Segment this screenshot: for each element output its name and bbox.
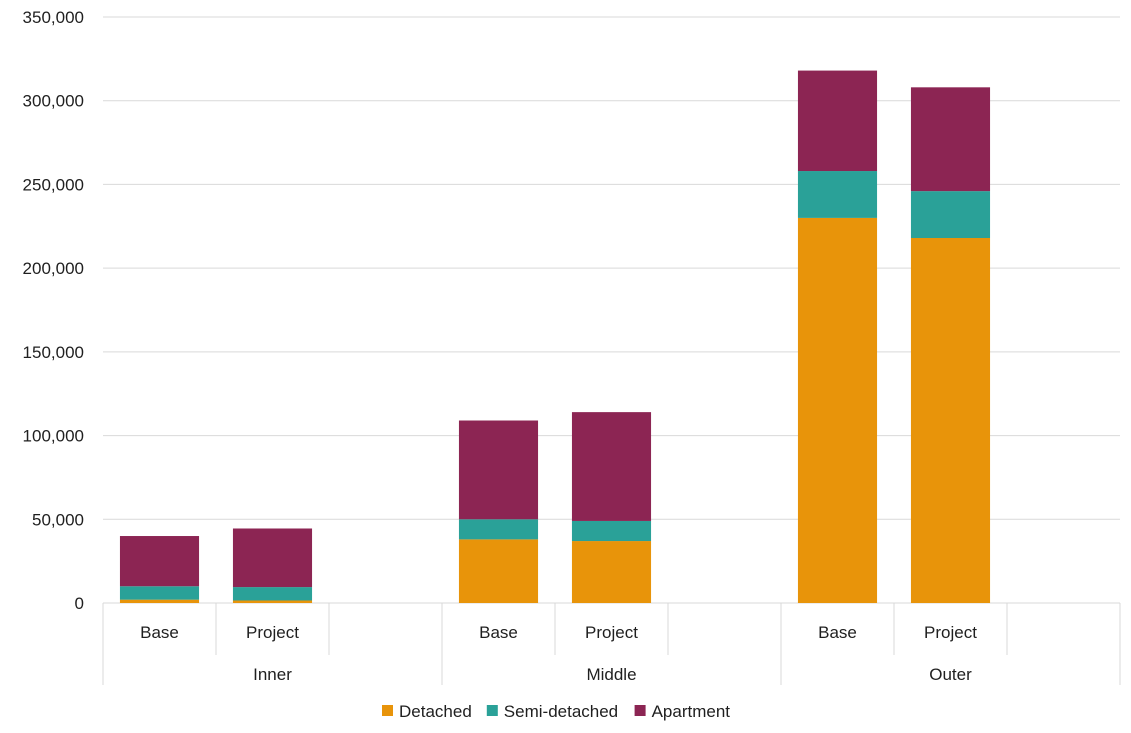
x-category-label: Project — [924, 623, 977, 642]
bar-segment-detached — [910, 238, 991, 603]
bar-segment-semi-detached — [571, 520, 652, 542]
x-category-label: Base — [818, 623, 857, 642]
y-tick-label: 150,000 — [23, 343, 84, 362]
y-tick-label: 300,000 — [23, 92, 84, 111]
bar-segment-semi-detached — [797, 171, 878, 218]
bar-segment-detached — [232, 600, 313, 603]
bar-segment-semi-detached — [232, 587, 313, 601]
bar-segment-detached — [119, 599, 200, 603]
bar-segment-apartment — [232, 528, 313, 588]
y-axis-ticks: 0 50,000 100,000 150,000 200,000 250,000 300,0… — [23, 8, 84, 613]
y-tick-label: 200,000 — [23, 259, 84, 278]
legend-swatch — [634, 705, 646, 716]
x-category-label: Base — [479, 623, 518, 642]
x-category-label: Project — [246, 623, 299, 642]
bar-segment-detached — [571, 541, 652, 603]
legend-label: Detached — [399, 702, 472, 721]
y-tick-label: 0 — [75, 594, 84, 613]
bar-segment-semi-detached — [119, 586, 200, 600]
bar-segment-apartment — [571, 412, 652, 521]
bar-segment-apartment — [458, 420, 539, 520]
legend-label: Apartment — [652, 702, 731, 721]
bars — [119, 70, 991, 603]
bar-segment-apartment — [797, 70, 878, 172]
y-tick-label: 250,000 — [23, 175, 84, 194]
legend: Detached Semi-detached Apartment — [382, 702, 730, 721]
bar-segment-apartment — [910, 87, 991, 192]
x-group-label: Middle — [586, 665, 636, 684]
y-tick-label: 100,000 — [23, 427, 84, 446]
bar-segment-semi-detached — [910, 191, 991, 239]
x-category-label: Base — [140, 623, 179, 642]
bar-segment-apartment — [119, 536, 200, 587]
y-tick-label: 50,000 — [32, 510, 84, 529]
x-group-label: Outer — [929, 665, 972, 684]
legend-swatch — [382, 705, 393, 716]
bar-segment-detached — [458, 539, 539, 603]
x-axis: Base Project Inner Base Project Middle Base Pro… — [102, 603, 1121, 685]
legend-swatch — [486, 705, 498, 716]
legend-label: Semi-detached — [504, 702, 618, 721]
y-tick-label: 350,000 — [23, 8, 84, 27]
x-group-label: Inner — [253, 665, 292, 684]
bar-segment-semi-detached — [458, 519, 539, 540]
x-category-label: Project — [585, 623, 638, 642]
bar-segment-detached — [797, 217, 878, 603]
